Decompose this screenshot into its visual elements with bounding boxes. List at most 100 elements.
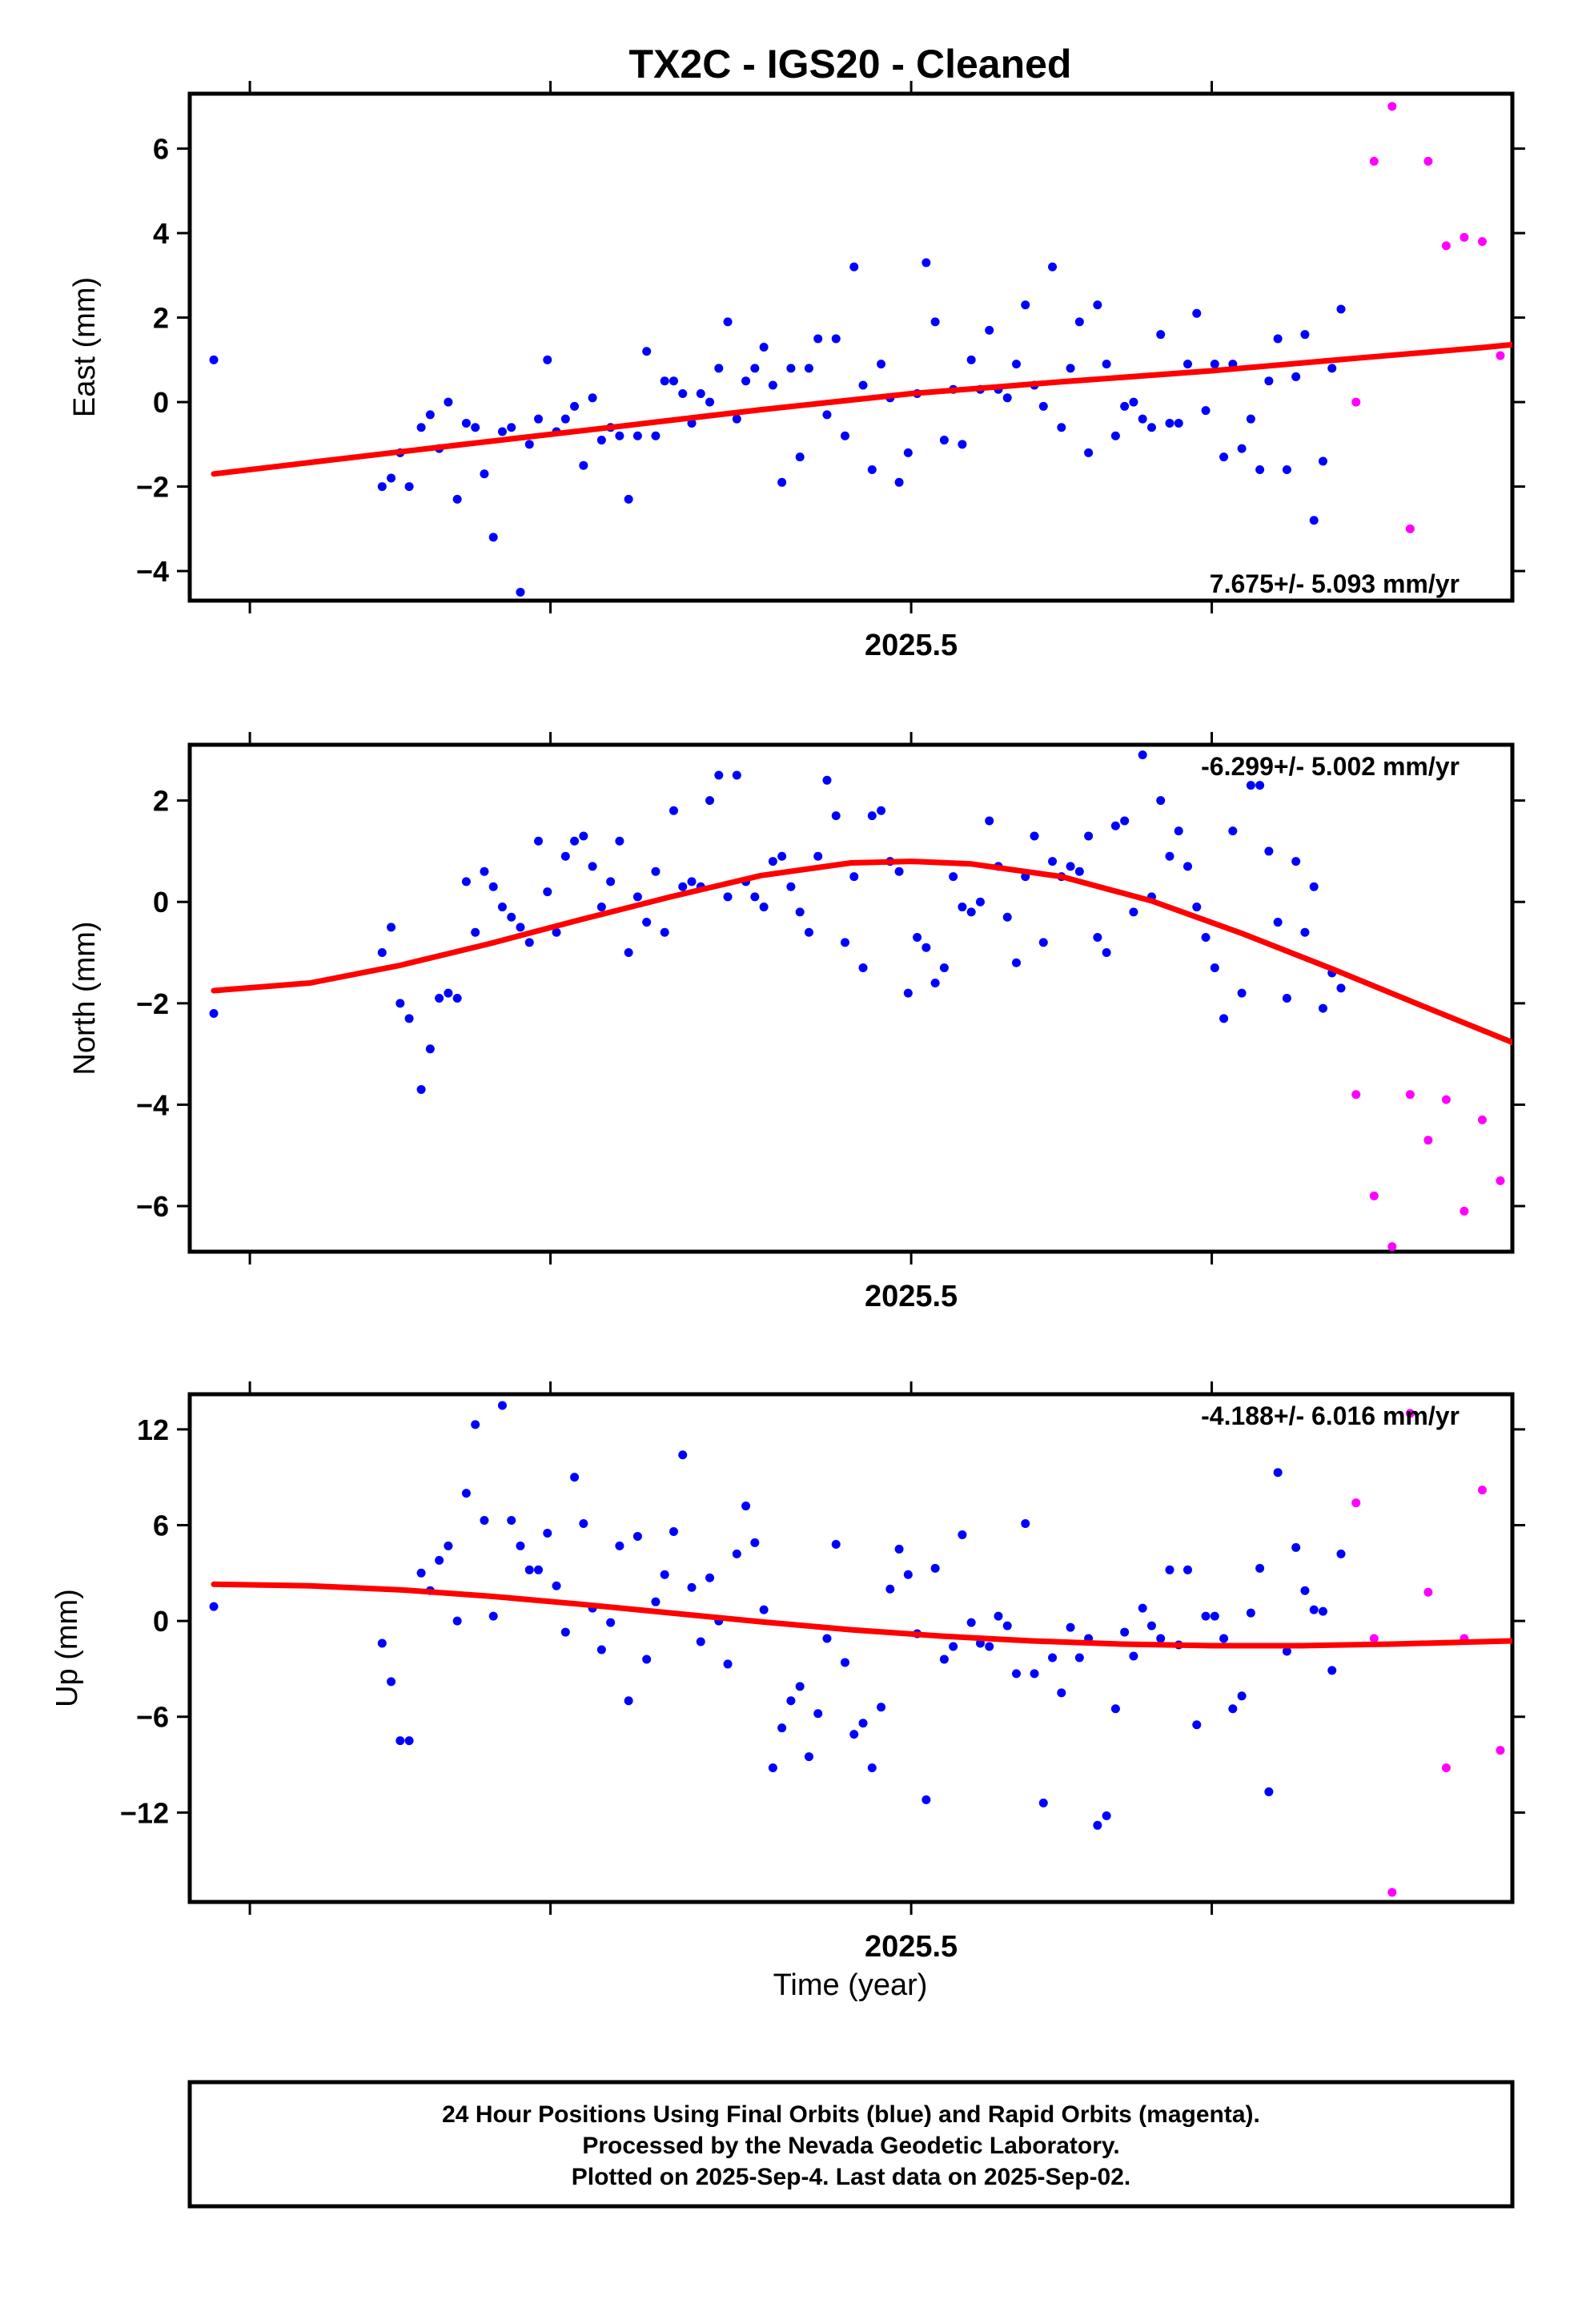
y-tick-label: −4 <box>136 1088 169 1121</box>
final-point <box>750 892 760 902</box>
final-point <box>579 460 588 470</box>
final-point <box>570 836 580 846</box>
final-point <box>696 389 705 399</box>
final-point <box>507 1516 516 1526</box>
final-point <box>1228 1704 1238 1714</box>
rapid-point <box>1496 351 1505 360</box>
final-point <box>404 482 414 492</box>
final-point <box>939 963 949 973</box>
y-tick-label: −2 <box>136 987 169 1020</box>
final-point <box>1327 364 1337 373</box>
final-point <box>1074 866 1084 876</box>
final-point <box>615 431 624 440</box>
rapid-point <box>1405 524 1415 533</box>
final-point <box>452 1616 462 1626</box>
rapid-point <box>1405 1409 1415 1418</box>
final-point <box>894 1544 904 1554</box>
final-point <box>1120 1627 1130 1637</box>
final-point <box>480 1516 489 1526</box>
final-point <box>497 1401 507 1410</box>
final-point <box>1300 927 1310 937</box>
final-point <box>1038 401 1048 411</box>
final-point <box>1021 1518 1030 1528</box>
final-point <box>867 811 877 821</box>
final-point <box>1255 781 1265 790</box>
rapid-point <box>1351 1498 1361 1508</box>
final-point <box>750 1538 760 1547</box>
rapid-point <box>1423 1587 1433 1597</box>
final-point <box>1110 1704 1120 1714</box>
plot-area <box>209 1401 1512 1897</box>
rapid-point <box>1387 1242 1397 1252</box>
east-panel: −4 −2 0 2 4 6 2025.5 East (mm) 7.675+/- 5.093 mm… <box>68 81 1541 662</box>
final-point <box>723 317 733 327</box>
final-point <box>714 364 724 373</box>
final-point <box>768 380 777 390</box>
final-point <box>822 775 832 785</box>
final-point <box>452 494 462 504</box>
final-point <box>1300 330 1310 340</box>
final-point <box>1074 317 1084 327</box>
final-point <box>949 1642 958 1651</box>
final-point <box>985 325 994 335</box>
final-point <box>732 414 741 424</box>
final-point <box>660 376 669 386</box>
final-point <box>1201 1611 1211 1621</box>
final-point <box>1237 1691 1247 1701</box>
final-point <box>596 903 606 912</box>
final-point <box>975 897 985 907</box>
final-point <box>1183 862 1193 871</box>
y-tick-label: −12 <box>120 1796 169 1829</box>
y-tick-label: 2 <box>153 785 169 818</box>
plot-frame <box>187 742 1515 1254</box>
rapid-point <box>1441 1763 1451 1773</box>
final-point <box>560 414 570 424</box>
final-point <box>804 364 813 373</box>
final-point <box>1021 300 1030 310</box>
final-point <box>921 943 931 952</box>
final-point <box>687 1582 697 1592</box>
rapid-point <box>1387 102 1397 111</box>
final-point <box>1201 933 1211 943</box>
footer-box: 24 Hour Positions Using Final Orbits (bl… <box>187 2080 1515 2209</box>
final-point <box>632 431 642 440</box>
final-point <box>759 343 769 352</box>
final-point <box>624 1696 633 1706</box>
final-point <box>930 1563 940 1573</box>
final-point <box>705 1573 715 1582</box>
final-point <box>813 1709 823 1719</box>
final-point <box>930 317 940 327</box>
final-point <box>651 1597 661 1606</box>
final-point <box>1264 846 1274 856</box>
final-point <box>804 927 813 937</box>
final-point <box>1102 1811 1111 1820</box>
final-point <box>209 1008 219 1018</box>
final-point <box>795 452 805 462</box>
final-point <box>732 1549 741 1558</box>
final-point <box>985 1642 994 1651</box>
final-point <box>958 440 967 449</box>
velocity-label: 7.675+/- 5.093 mm/yr <box>1210 569 1460 598</box>
final-point <box>1146 423 1156 432</box>
final-point <box>939 1655 949 1664</box>
plot-frame <box>187 1392 1515 1904</box>
final-point <box>786 1696 796 1706</box>
rapid-point <box>1460 232 1469 242</box>
final-point <box>1228 826 1238 836</box>
y-tick-label: 6 <box>153 133 169 166</box>
final-point <box>1084 831 1094 841</box>
rapid-point <box>1532 267 1541 275</box>
final-point <box>435 994 444 1003</box>
final-point <box>660 927 669 937</box>
final-point <box>1002 393 1012 403</box>
final-point <box>1309 882 1319 891</box>
final-point <box>877 806 886 815</box>
final-point <box>1138 414 1147 424</box>
final-point <box>894 866 904 876</box>
plot-area <box>209 750 1512 1252</box>
final-point <box>678 1450 688 1460</box>
final-point <box>1110 821 1120 830</box>
final-point <box>858 380 868 390</box>
final-point <box>1156 330 1166 340</box>
